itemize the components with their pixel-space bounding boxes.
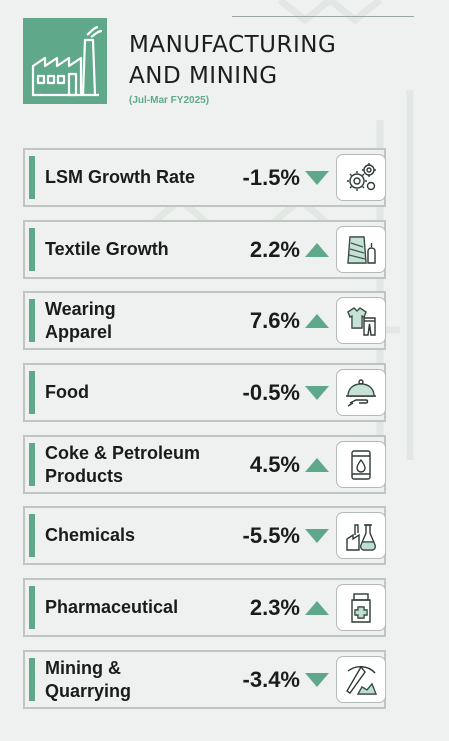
- stat-value: -1.5%: [242, 164, 300, 190]
- pickaxe-icon: [346, 665, 378, 695]
- row-accent-bar: [29, 514, 35, 557]
- arrow-up-icon: [305, 601, 329, 615]
- row-accent-bar: [29, 156, 35, 199]
- stat-label: Mining & Quarrying: [45, 657, 132, 701]
- row-accent-bar: [29, 586, 35, 629]
- stat-label: Pharmaceutical: [45, 597, 179, 617]
- stat-value: -5.5%: [242, 522, 300, 548]
- factory-logo: [23, 18, 107, 104]
- clothing-icon: [347, 307, 376, 336]
- stat-value: 4.5%: [249, 451, 300, 477]
- stat-label: Food: [45, 382, 89, 402]
- row-accent-bar: [29, 658, 35, 701]
- stat-value: 2.2%: [249, 236, 300, 262]
- arrow-down-icon: [305, 673, 329, 687]
- arrow-up-icon: [305, 458, 329, 472]
- stat-label: Chemicals: [45, 525, 136, 545]
- header-rule: [232, 16, 414, 17]
- stat-label: LSM Growth Rate: [45, 167, 196, 187]
- icon-tile: [336, 584, 386, 631]
- arrow-up-icon: [305, 314, 329, 328]
- medicine-bottle-icon: [351, 593, 371, 623]
- oil-barrel-icon: [351, 450, 371, 480]
- food-cloche-icon: [346, 379, 376, 407]
- factory-icon: [31, 25, 103, 97]
- stat-value: -0.5%: [242, 379, 300, 405]
- stat-value: 7.6%: [249, 307, 300, 333]
- stat-label: Textile Growth: [45, 239, 169, 259]
- stat-row-pharma: Pharmaceutical 2.3%: [23, 578, 386, 637]
- arrow-down-icon: [305, 171, 329, 185]
- icon-tile: [336, 226, 386, 273]
- icon-tile: [336, 441, 386, 488]
- stat-value: 2.3%: [249, 594, 300, 620]
- stat-label: Wearing Apparel: [45, 298, 116, 342]
- arrow-up-icon: [305, 243, 329, 257]
- stat-row-food: Food -0.5%: [23, 363, 386, 422]
- yarn-spool-icon: [347, 236, 376, 264]
- arrow-down-icon: [305, 529, 329, 543]
- gears-icon: [347, 163, 376, 191]
- period-subtitle: (Jul-Mar FY2025): [129, 95, 210, 106]
- stat-row-mining: Mining & Quarrying -3.4%: [23, 650, 386, 709]
- icon-tile: [336, 369, 386, 416]
- page-title: MANUFACTURING AND MINING: [129, 30, 336, 92]
- stat-value: -3.4%: [242, 666, 300, 692]
- title-line-1: MANUFACTURING: [129, 32, 337, 58]
- title-line-2: AND MINING: [129, 63, 278, 89]
- stat-row-textile: Textile Growth 2.2%: [23, 220, 386, 279]
- stat-row-petroleum: Coke & Petroleum Products 4.5%: [23, 435, 386, 494]
- stat-row-chemicals: Chemicals -5.5%: [23, 506, 386, 565]
- chemical-plant-icon: [346, 524, 376, 551]
- icon-tile: [336, 656, 386, 703]
- icon-tile: [336, 512, 386, 559]
- row-accent-bar: [29, 371, 35, 414]
- icon-tile: [336, 154, 386, 201]
- arrow-down-icon: [305, 386, 329, 400]
- stat-label: Coke & Petroleum Products: [45, 442, 201, 486]
- stat-row-lsm: LSM Growth Rate -1.5%: [23, 148, 386, 207]
- row-accent-bar: [29, 299, 35, 342]
- row-accent-bar: [29, 443, 35, 486]
- icon-tile: [336, 297, 386, 344]
- stat-row-apparel: Wearing Apparel 7.6%: [23, 291, 386, 350]
- row-accent-bar: [29, 228, 35, 271]
